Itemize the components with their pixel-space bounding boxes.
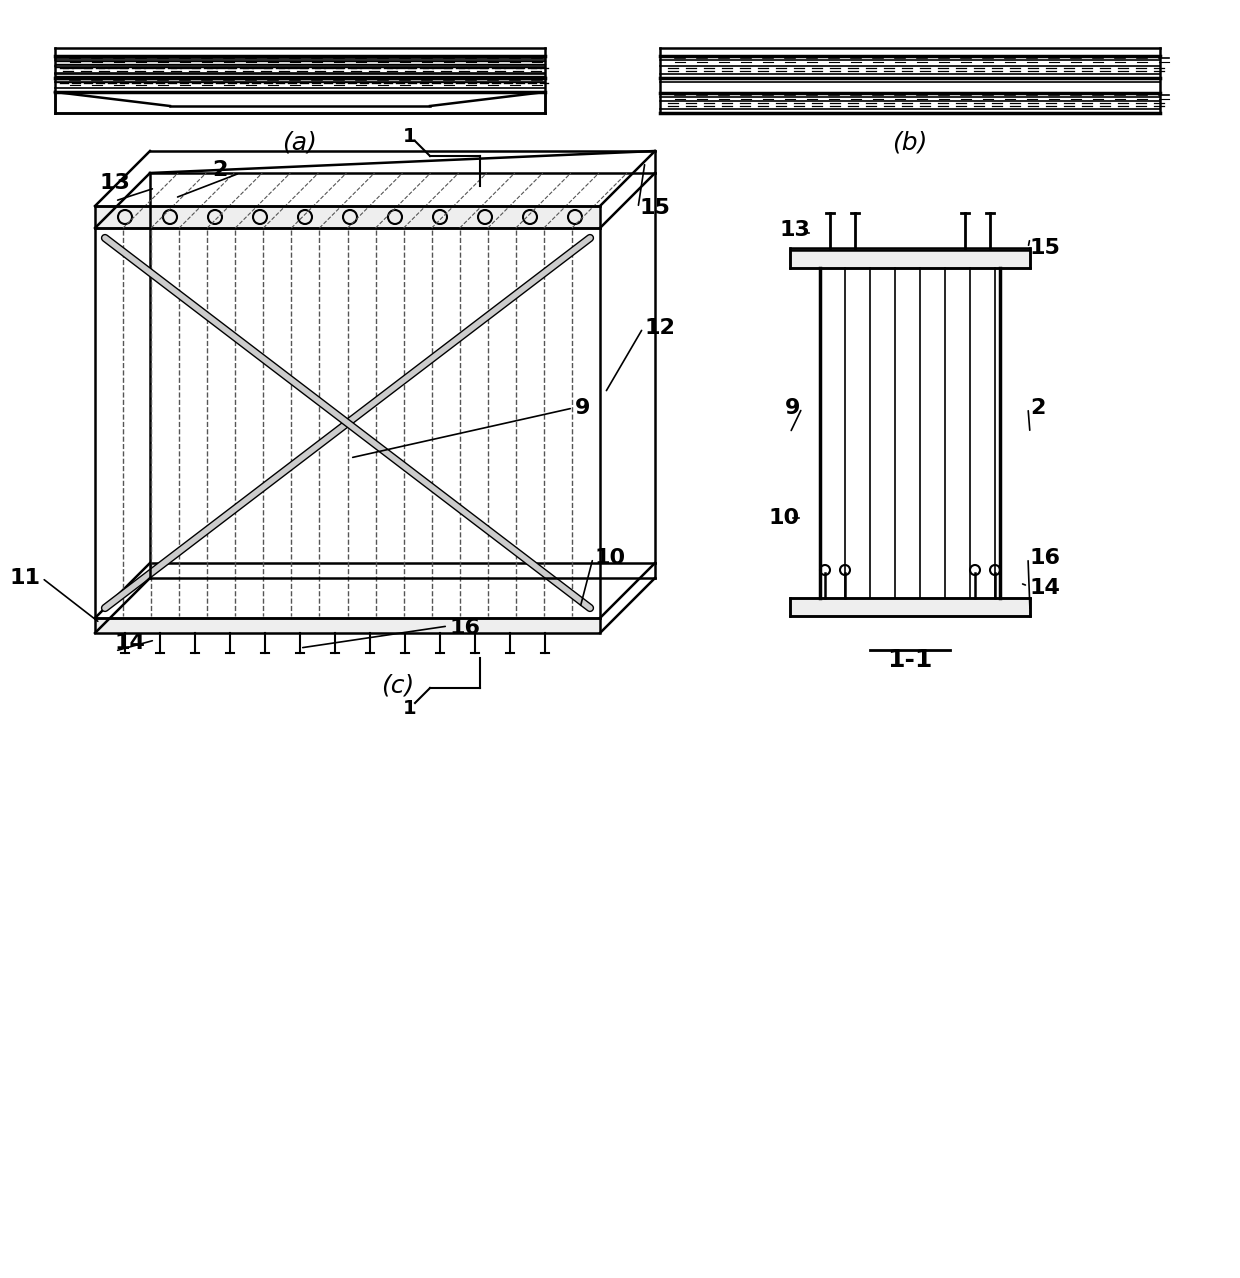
Text: 1-1: 1-1 xyxy=(888,648,932,672)
Text: 10: 10 xyxy=(769,507,800,528)
Text: 2: 2 xyxy=(212,160,228,180)
Text: 15: 15 xyxy=(1030,238,1061,258)
Text: 13: 13 xyxy=(779,220,810,240)
Text: 16: 16 xyxy=(1030,548,1061,567)
Text: 12: 12 xyxy=(645,318,676,337)
Polygon shape xyxy=(95,619,600,633)
Text: 9: 9 xyxy=(785,397,800,418)
Text: (c): (c) xyxy=(381,674,414,697)
Text: (b): (b) xyxy=(893,130,928,155)
Text: 13: 13 xyxy=(99,173,130,193)
Polygon shape xyxy=(790,598,1030,616)
Text: (a): (a) xyxy=(283,130,317,155)
Text: 1: 1 xyxy=(403,699,417,717)
Text: 11: 11 xyxy=(9,567,40,588)
Text: 16: 16 xyxy=(450,619,481,638)
Text: 14: 14 xyxy=(1030,578,1061,598)
Polygon shape xyxy=(95,206,600,227)
Text: 15: 15 xyxy=(640,198,671,219)
Text: 1: 1 xyxy=(403,127,417,146)
Text: 2: 2 xyxy=(1030,397,1045,418)
Text: 10: 10 xyxy=(595,548,626,567)
Text: 9: 9 xyxy=(575,397,590,418)
Text: 14: 14 xyxy=(114,633,145,653)
Polygon shape xyxy=(790,250,1030,268)
